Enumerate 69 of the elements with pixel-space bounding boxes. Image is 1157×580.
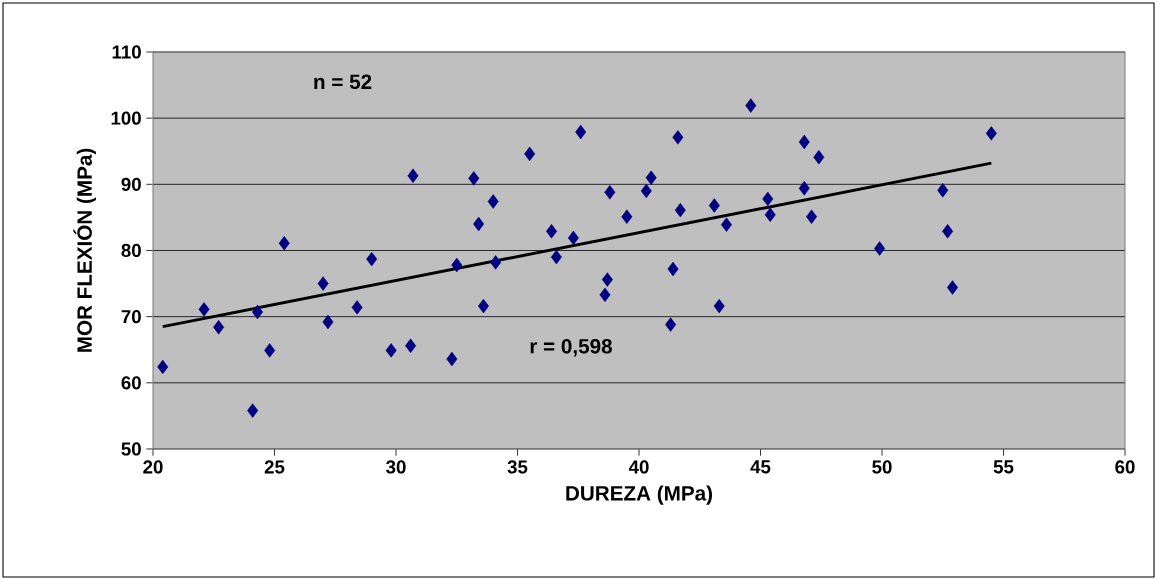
- x-tick-label: 30: [386, 460, 406, 474]
- point: [762, 191, 774, 207]
- point: [674, 202, 686, 218]
- point: [599, 287, 611, 303]
- point: [874, 241, 886, 256]
- y-tick-label: 70: [121, 310, 141, 324]
- y-axis-title: MOR FLEXIÓN (MPa): [73, 148, 96, 352]
- point: [604, 185, 616, 200]
- point: [550, 249, 562, 265]
- point: [446, 351, 458, 367]
- x-tick-label: 50: [872, 460, 892, 474]
- point: [451, 257, 463, 273]
- point: [947, 280, 958, 295]
- point: [322, 314, 334, 330]
- y-tick-label: 50: [121, 442, 141, 456]
- x-tick-label: 35: [507, 460, 528, 474]
- point: [487, 194, 499, 209]
- point: [640, 183, 652, 199]
- point: [546, 224, 557, 239]
- point: [667, 261, 679, 277]
- point: [264, 343, 276, 358]
- point: [278, 236, 290, 251]
- point: [601, 272, 613, 287]
- point: [490, 255, 502, 270]
- x-tick-label: 45: [750, 460, 771, 474]
- point: [745, 98, 757, 113]
- point: [806, 209, 817, 224]
- point: [708, 198, 720, 213]
- point: [405, 338, 417, 353]
- point: [213, 320, 225, 335]
- point: [672, 130, 684, 145]
- point: [942, 224, 954, 239]
- point: [621, 209, 633, 224]
- point: [713, 298, 725, 314]
- point: [813, 149, 825, 165]
- point: [567, 230, 579, 246]
- point: [798, 181, 810, 196]
- point: [468, 171, 480, 186]
- point: [385, 343, 397, 358]
- point: [665, 317, 677, 332]
- x-axis-title: DUREZA (MPa): [566, 485, 712, 505]
- point: [351, 300, 363, 315]
- point: [645, 170, 657, 185]
- x-tick-label: 25: [264, 460, 285, 474]
- y-tick-label: 80: [121, 243, 141, 258]
- point: [157, 359, 169, 375]
- y-tick-label: 100: [111, 111, 141, 125]
- point: [473, 216, 485, 232]
- point: [524, 146, 536, 162]
- point: [575, 124, 587, 140]
- point: [198, 302, 210, 317]
- y-tick-label: 60: [121, 376, 141, 390]
- x-tick-label: 55: [993, 460, 1014, 474]
- point: [721, 217, 732, 232]
- point: [407, 168, 419, 183]
- x-tick-label: 60: [1115, 460, 1135, 474]
- point: [937, 183, 949, 198]
- point: [317, 276, 329, 291]
- point: [366, 251, 378, 267]
- point: [764, 207, 776, 222]
- y-tick-label: 90: [121, 177, 141, 191]
- x-tick-label: 20: [143, 460, 163, 474]
- annotation: n = 52: [314, 74, 372, 90]
- point: [798, 134, 810, 150]
- annotation: r = 0,598: [530, 338, 612, 357]
- point: [985, 126, 997, 141]
- y-tick-label: 110: [112, 45, 141, 59]
- point: [247, 403, 259, 418]
- x-tick-label: 40: [628, 460, 649, 474]
